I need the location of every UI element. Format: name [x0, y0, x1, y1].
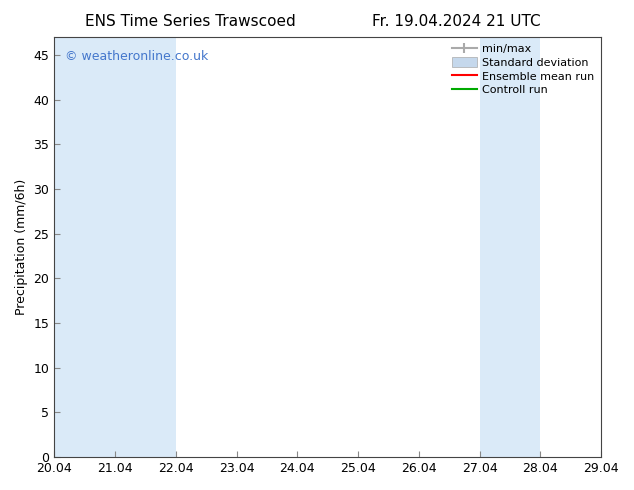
Legend: min/max, Standard deviation, Ensemble mean run, Controll run: min/max, Standard deviation, Ensemble me… — [448, 39, 599, 99]
Text: © weatheronline.co.uk: © weatheronline.co.uk — [65, 49, 209, 63]
Y-axis label: Precipitation (mm/6h): Precipitation (mm/6h) — [15, 179, 28, 315]
Bar — [480, 37, 540, 457]
Bar — [601, 37, 634, 457]
Text: ENS Time Series Trawscoed: ENS Time Series Trawscoed — [85, 14, 295, 29]
Text: Fr. 19.04.2024 21 UTC: Fr. 19.04.2024 21 UTC — [372, 14, 541, 29]
Bar — [115, 37, 176, 457]
Bar — [55, 37, 115, 457]
